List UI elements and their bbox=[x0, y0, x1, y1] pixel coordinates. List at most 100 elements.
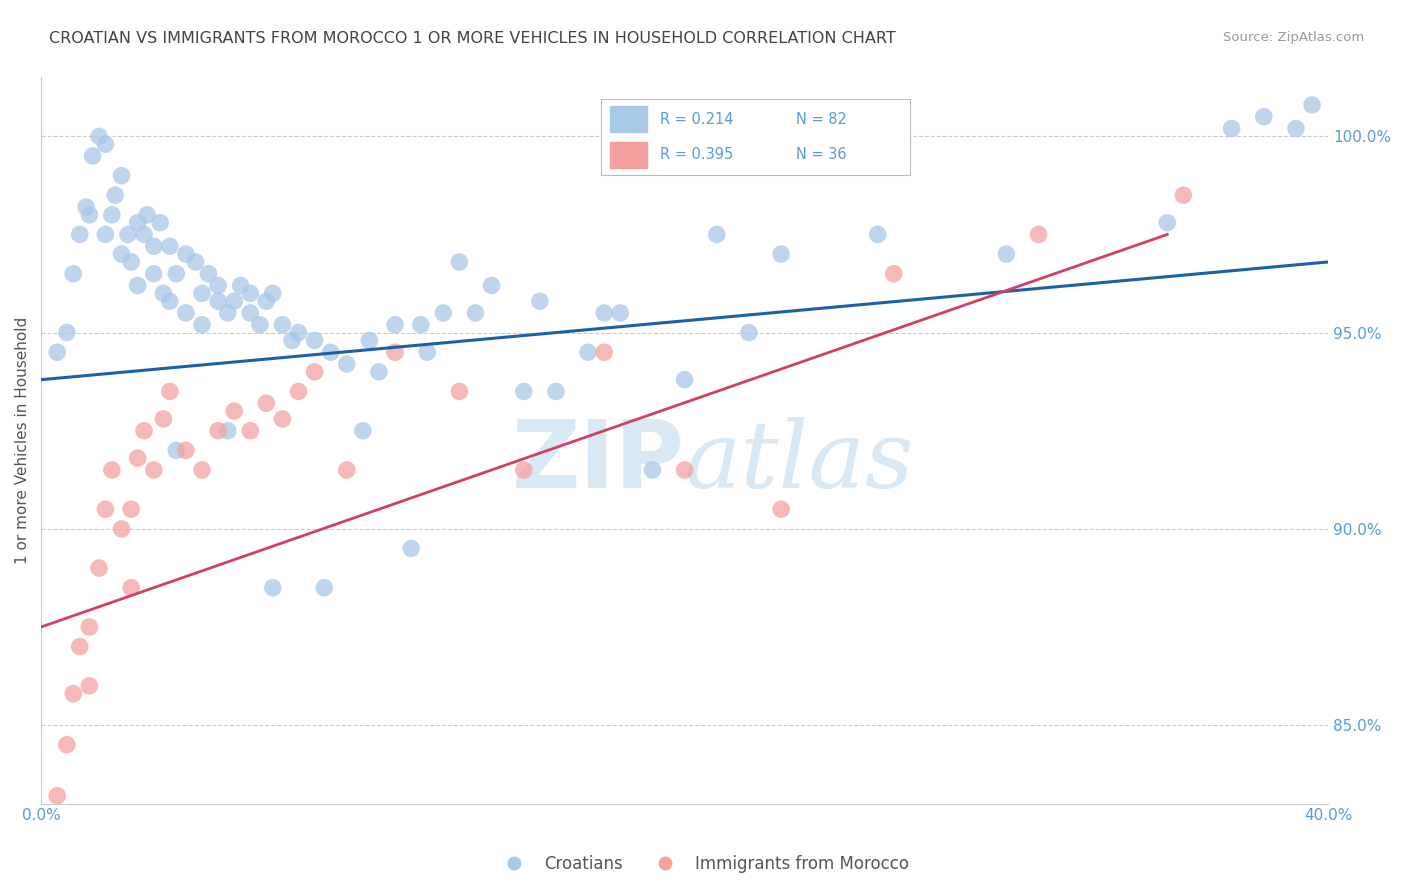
Point bbox=[281, 334, 304, 348]
Point bbox=[174, 306, 197, 320]
Point bbox=[224, 294, 246, 309]
Point bbox=[110, 247, 132, 261]
Point bbox=[271, 318, 294, 332]
Point bbox=[69, 227, 91, 242]
Point bbox=[319, 345, 342, 359]
Point bbox=[120, 581, 142, 595]
Point bbox=[224, 404, 246, 418]
Point bbox=[513, 384, 536, 399]
Point bbox=[262, 581, 284, 595]
Point bbox=[239, 286, 262, 301]
Point bbox=[352, 424, 374, 438]
Point bbox=[62, 267, 84, 281]
Point bbox=[593, 306, 616, 320]
Point bbox=[673, 373, 696, 387]
Point bbox=[110, 169, 132, 183]
Point bbox=[995, 247, 1018, 261]
Point bbox=[866, 227, 889, 242]
Point bbox=[464, 306, 486, 320]
Point bbox=[165, 267, 187, 281]
Point bbox=[287, 384, 309, 399]
Text: Source: ZipAtlas.com: Source: ZipAtlas.com bbox=[1223, 31, 1364, 45]
Text: ZIP: ZIP bbox=[512, 417, 685, 508]
Point bbox=[79, 208, 101, 222]
Point bbox=[481, 278, 503, 293]
Point bbox=[191, 318, 214, 332]
Point bbox=[576, 345, 599, 359]
Point bbox=[142, 239, 165, 253]
Point bbox=[641, 463, 664, 477]
Point bbox=[432, 306, 454, 320]
Point bbox=[87, 561, 110, 575]
Point bbox=[87, 129, 110, 144]
Point bbox=[142, 463, 165, 477]
Point bbox=[304, 334, 326, 348]
Text: CROATIAN VS IMMIGRANTS FROM MOROCCO 1 OR MORE VEHICLES IN HOUSEHOLD CORRELATION : CROATIAN VS IMMIGRANTS FROM MOROCCO 1 OR… bbox=[49, 31, 896, 46]
Point bbox=[217, 424, 239, 438]
Point bbox=[191, 286, 214, 301]
Point bbox=[609, 306, 631, 320]
Point bbox=[149, 216, 172, 230]
Legend: Croatians, Immigrants from Morocco: Croatians, Immigrants from Morocco bbox=[491, 848, 915, 880]
Point bbox=[883, 267, 905, 281]
Point bbox=[159, 239, 181, 253]
Point bbox=[770, 502, 793, 516]
Point bbox=[529, 294, 551, 309]
Point bbox=[770, 247, 793, 261]
Point bbox=[314, 581, 336, 595]
Point bbox=[287, 326, 309, 340]
Point bbox=[384, 345, 406, 359]
Point bbox=[101, 208, 124, 222]
Y-axis label: 1 or more Vehicles in Household: 1 or more Vehicles in Household bbox=[15, 317, 30, 564]
Point bbox=[94, 137, 117, 152]
Point bbox=[738, 326, 761, 340]
Point bbox=[544, 384, 567, 399]
Point bbox=[152, 412, 174, 426]
Point bbox=[1156, 216, 1178, 230]
Point bbox=[336, 357, 359, 371]
Point bbox=[127, 451, 149, 466]
Point bbox=[416, 345, 439, 359]
Point bbox=[75, 200, 97, 214]
Point bbox=[1173, 188, 1195, 202]
Point bbox=[239, 306, 262, 320]
Point bbox=[69, 640, 91, 654]
Point bbox=[159, 294, 181, 309]
Point bbox=[127, 278, 149, 293]
Point bbox=[94, 227, 117, 242]
Point bbox=[136, 208, 159, 222]
Point bbox=[1285, 121, 1308, 136]
Point bbox=[62, 687, 84, 701]
Point bbox=[409, 318, 432, 332]
Point bbox=[82, 149, 104, 163]
Point bbox=[384, 318, 406, 332]
Point bbox=[132, 424, 155, 438]
Point bbox=[127, 216, 149, 230]
Point bbox=[271, 412, 294, 426]
Point bbox=[101, 463, 124, 477]
Point bbox=[449, 255, 471, 269]
Point bbox=[117, 227, 139, 242]
Point bbox=[79, 620, 101, 634]
Point bbox=[94, 502, 117, 516]
Point bbox=[165, 443, 187, 458]
Point bbox=[104, 188, 127, 202]
Point bbox=[239, 424, 262, 438]
Point bbox=[132, 227, 155, 242]
Point bbox=[262, 286, 284, 301]
Point bbox=[336, 463, 359, 477]
Point bbox=[56, 326, 79, 340]
Point bbox=[593, 345, 616, 359]
Point bbox=[197, 267, 219, 281]
Point bbox=[1220, 121, 1243, 136]
Point bbox=[673, 463, 696, 477]
Point bbox=[152, 286, 174, 301]
Point bbox=[1253, 110, 1275, 124]
Point bbox=[142, 267, 165, 281]
Point bbox=[1301, 98, 1323, 112]
Point bbox=[368, 365, 391, 379]
Point bbox=[120, 502, 142, 516]
Point bbox=[174, 443, 197, 458]
Point bbox=[79, 679, 101, 693]
Point bbox=[110, 522, 132, 536]
